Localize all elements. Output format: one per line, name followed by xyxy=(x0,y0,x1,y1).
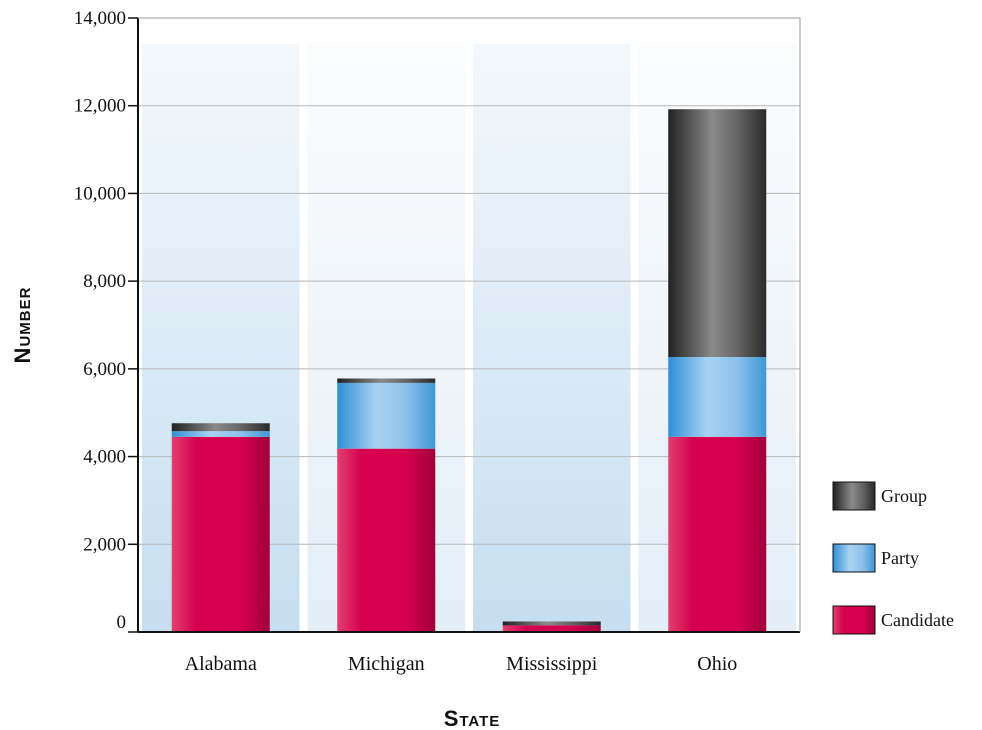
bar-segment-group xyxy=(502,621,601,626)
y-axis-title: Number xyxy=(10,287,35,364)
y-tick-label: 10,000 xyxy=(74,183,126,204)
legend-label-candidate: Candidate xyxy=(881,610,954,630)
x-tick-label: Mississippi xyxy=(506,653,598,675)
x-tick-labels: Alabama Michigan Mississippi Ohio xyxy=(185,653,738,675)
legend-label-party: Party xyxy=(881,548,919,568)
y-tick-label: 0 xyxy=(117,612,127,633)
bar-segment-group xyxy=(337,378,436,383)
x-tick-label: Ohio xyxy=(697,653,737,675)
x-axis-title: State xyxy=(444,706,501,730)
bar-segment-group xyxy=(171,423,270,432)
bar-segment-candidate xyxy=(171,436,270,632)
bar-segment-party xyxy=(171,431,270,437)
y-tick-labels: 0 2,000 4,000 6,000 8,000 10,000 12,000 14,000 xyxy=(74,8,126,633)
legend-swatch-group xyxy=(832,481,876,511)
legend-label-group: Group xyxy=(881,486,927,506)
bar-segment-candidate xyxy=(337,448,436,632)
bar-segment-party xyxy=(668,357,767,437)
y-tick-label: 4,000 xyxy=(83,447,126,468)
bars xyxy=(171,109,767,632)
y-tick-label: 2,000 xyxy=(83,534,126,555)
x-tick-label: Alabama xyxy=(185,653,257,675)
legend-swatch-party xyxy=(832,543,876,573)
x-tick-label: Michigan xyxy=(348,653,425,675)
bar-segment-candidate xyxy=(668,436,767,632)
y-tick-label: 14,000 xyxy=(74,8,126,29)
legend: Group Party Candidate xyxy=(832,481,954,635)
y-tick-label: 6,000 xyxy=(83,359,126,380)
y-tick-label: 8,000 xyxy=(83,271,126,292)
category-band xyxy=(473,44,631,632)
bar-segment-party xyxy=(337,382,436,449)
legend-swatch-candidate xyxy=(832,605,876,635)
bar-segment-candidate xyxy=(502,625,601,632)
y-tick-label: 12,000 xyxy=(74,96,126,117)
axes xyxy=(128,17,801,633)
bar-segment-group xyxy=(668,109,767,358)
